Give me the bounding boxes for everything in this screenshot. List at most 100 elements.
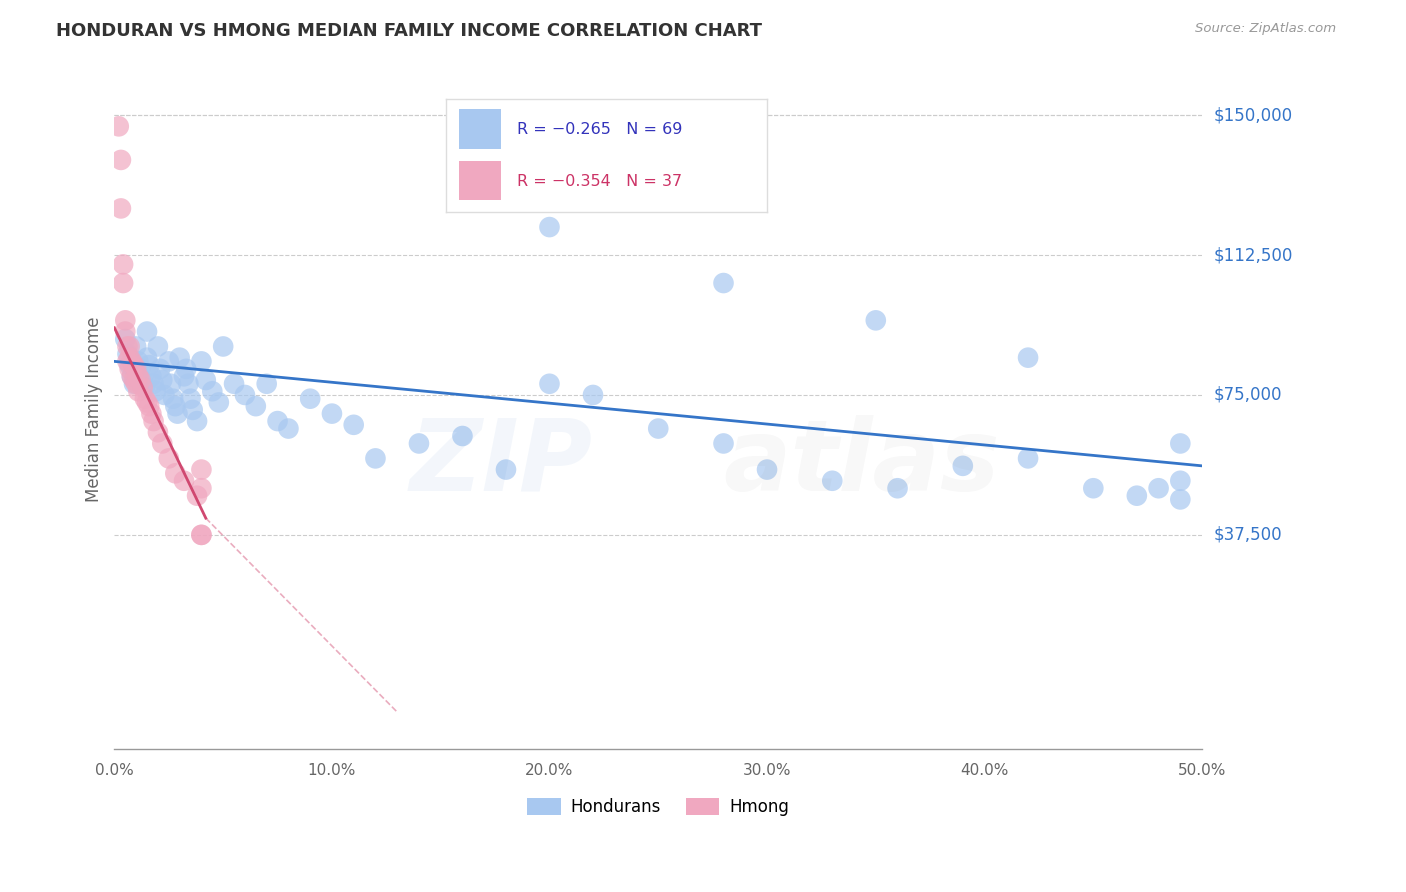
- Point: [157, 451, 180, 466]
- Point: [129, 373, 152, 387]
- Point: [117, 354, 139, 368]
- Text: atlas: atlas: [724, 415, 1000, 512]
- Text: HONDURAN VS HMONG MEDIAN FAMILY INCOME CORRELATION CHART: HONDURAN VS HMONG MEDIAN FAMILY INCOME C…: [56, 22, 762, 40]
- Point: [233, 388, 256, 402]
- Point: [886, 481, 908, 495]
- Point: [118, 358, 141, 372]
- Point: [110, 202, 132, 216]
- Point: [118, 362, 141, 376]
- Point: [245, 399, 267, 413]
- Text: ZIP: ZIP: [411, 415, 593, 512]
- Point: [201, 384, 224, 399]
- Point: [1147, 481, 1170, 495]
- Point: [160, 376, 183, 391]
- Point: [127, 369, 149, 384]
- Point: [136, 325, 159, 339]
- Point: [538, 376, 561, 391]
- Point: [1083, 481, 1105, 495]
- Point: [165, 399, 187, 413]
- Point: [150, 436, 173, 450]
- Point: [165, 467, 187, 481]
- Y-axis label: Median Family Income: Median Family Income: [86, 316, 103, 501]
- Point: [141, 369, 163, 384]
- Point: [212, 339, 235, 353]
- Point: [125, 339, 148, 353]
- Point: [299, 392, 322, 406]
- Point: [131, 380, 153, 394]
- Point: [713, 276, 735, 290]
- Point: [1170, 492, 1192, 507]
- Point: [121, 369, 143, 384]
- Point: [114, 332, 136, 346]
- Point: [127, 354, 149, 368]
- Point: [495, 462, 517, 476]
- Point: [149, 362, 172, 376]
- Point: [181, 403, 204, 417]
- Point: [157, 354, 180, 368]
- Point: [114, 313, 136, 327]
- Point: [1017, 451, 1039, 466]
- Point: [121, 354, 143, 368]
- Text: $112,500: $112,500: [1213, 246, 1292, 264]
- Point: [118, 339, 141, 353]
- Point: [364, 451, 387, 466]
- Point: [451, 429, 474, 443]
- Point: [173, 369, 195, 384]
- Point: [117, 347, 139, 361]
- Point: [1170, 474, 1192, 488]
- Point: [153, 388, 176, 402]
- Point: [136, 351, 159, 365]
- Point: [142, 414, 165, 428]
- Point: [190, 354, 212, 368]
- Point: [134, 380, 156, 394]
- Point: [146, 425, 169, 440]
- Point: [538, 220, 561, 235]
- Point: [186, 414, 208, 428]
- Point: [173, 474, 195, 488]
- Point: [127, 384, 149, 399]
- Text: $75,000: $75,000: [1213, 386, 1282, 404]
- Point: [865, 313, 887, 327]
- Text: $37,500: $37,500: [1213, 526, 1282, 544]
- Point: [408, 436, 430, 450]
- Point: [131, 373, 153, 387]
- Point: [174, 362, 197, 376]
- Point: [122, 358, 145, 372]
- Point: [107, 120, 129, 134]
- Point: [582, 388, 605, 402]
- Point: [110, 153, 132, 167]
- Point: [138, 358, 160, 372]
- Point: [208, 395, 231, 409]
- Point: [647, 421, 669, 435]
- Point: [1017, 351, 1039, 365]
- Point: [186, 489, 208, 503]
- Point: [114, 325, 136, 339]
- Point: [122, 373, 145, 387]
- Point: [180, 392, 202, 406]
- Point: [222, 376, 245, 391]
- Point: [277, 421, 299, 435]
- Point: [150, 373, 173, 387]
- Legend: Hondurans, Hmong: Hondurans, Hmong: [520, 791, 796, 822]
- Point: [952, 458, 974, 473]
- Point: [145, 384, 167, 399]
- Point: [266, 414, 288, 428]
- Text: Source: ZipAtlas.com: Source: ZipAtlas.com: [1195, 22, 1336, 36]
- Point: [194, 373, 217, 387]
- Point: [162, 392, 184, 406]
- Point: [112, 276, 135, 290]
- Point: [321, 407, 343, 421]
- Point: [190, 528, 212, 542]
- Point: [122, 376, 145, 391]
- Point: [125, 362, 148, 376]
- Point: [713, 436, 735, 450]
- Point: [821, 474, 844, 488]
- Point: [125, 376, 148, 391]
- Point: [177, 376, 200, 391]
- Point: [146, 339, 169, 353]
- Point: [136, 395, 159, 409]
- Point: [141, 407, 163, 421]
- Point: [134, 392, 156, 406]
- Point: [190, 481, 212, 495]
- Point: [1170, 436, 1192, 450]
